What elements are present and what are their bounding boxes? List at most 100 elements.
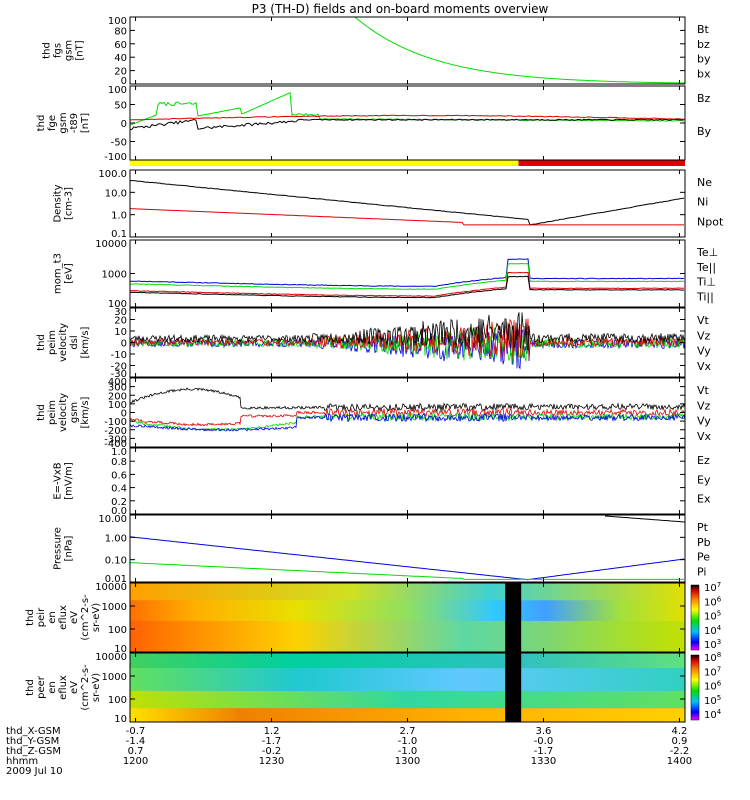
ephemeris-label: thd_Z-GSM [6, 746, 61, 757]
y-axis-label: eflux [58, 605, 69, 630]
y-tick-label: 1000 [102, 672, 127, 683]
ephemeris-value: -1.0 [398, 736, 418, 747]
ephemeris-value: -1.7 [534, 746, 554, 757]
fge-bt-line [129, 118, 685, 131]
legend-entry: bz [697, 38, 710, 51]
y-tick-label: 1.0 [111, 447, 127, 458]
panel-frame [129, 239, 686, 308]
gsm-vx-line [129, 412, 686, 432]
colorbar-label: 103 [704, 638, 721, 651]
y-tick-label: 100 [108, 85, 127, 96]
y-axis-label: en [47, 611, 58, 624]
legend-entry: Ti⊥ [696, 276, 716, 289]
data-gap [505, 583, 522, 652]
y-tick-label: 1000 [102, 602, 127, 613]
y-tick-label: -50 [111, 138, 127, 149]
ephemeris-value: 1300 [395, 756, 420, 767]
y-tick-label: 100 [108, 695, 127, 706]
y-tick-label: 10 [114, 327, 127, 338]
y-axis-label: eV [69, 681, 80, 694]
y-axis-label: sr-eV) [91, 603, 102, 632]
y-tick-label: 0 [121, 76, 127, 87]
y-tick-label: 0.2 [111, 497, 127, 508]
legend-entry: Te⊥ [696, 246, 718, 259]
y-axis-label: [cm-3] [64, 187, 75, 220]
pressure-pe-line [129, 562, 684, 580]
ephemeris-label: thd_Y-GSM [6, 736, 59, 747]
colorbar-label: 106 [704, 680, 722, 693]
spectrogram-band [130, 620, 685, 652]
y-tick-label: 0.1 [111, 229, 127, 240]
y-tick-label: 400 [108, 377, 127, 388]
y-tick-label: 200 [108, 391, 127, 402]
spectrogram-band [130, 708, 685, 722]
legend-entry: Ex [697, 493, 711, 506]
legend-entry: Vt [697, 384, 710, 397]
panel-frame [129, 514, 686, 583]
y-axis-label: (cm^2-s- [80, 664, 91, 711]
legend-entry: Vt [697, 314, 710, 327]
y-axis-label: thd [36, 404, 47, 421]
y-axis-label: peer [36, 675, 47, 699]
legend-entry: Te|| [696, 261, 716, 274]
y-axis-label: [km/s] [80, 326, 91, 358]
y-tick-label: -200 [104, 426, 127, 437]
panel-frame [129, 85, 686, 161]
legend-entry: Vz [697, 399, 711, 412]
colorbar-label: 104 [704, 708, 722, 721]
ephemeris-label: thd_X-GSM [6, 726, 61, 737]
legend-entry: Npot [697, 215, 724, 228]
fge-by-line [129, 91, 685, 126]
panel-frame [129, 16, 686, 85]
y-axis-label: [nPa] [64, 535, 75, 561]
y-tick-label: 0.01 [105, 574, 127, 585]
panel-frame [129, 169, 686, 238]
y-axis-label: peir [36, 607, 47, 627]
y-axis-label: [nT] [75, 40, 86, 60]
pressure-pi-line [129, 536, 685, 581]
spectrogram-band [130, 653, 685, 669]
y-axis-label: thd [25, 679, 36, 696]
temp-te-perp-line [129, 271, 685, 297]
ephemeris-label: hhmm [6, 756, 38, 767]
y-axis-label: E=-VxB [53, 462, 64, 499]
legend-entry: Vx [697, 360, 712, 373]
y-axis-label: fgs [53, 43, 64, 58]
legend-entry: Ez [697, 454, 710, 467]
pressure-pt-line [604, 515, 686, 523]
y-tick-label: 0.6 [111, 470, 127, 481]
colorbar-label: 107 [704, 581, 721, 594]
legend-entry: bx [697, 67, 711, 80]
ephemeris-value: 4.2 [671, 726, 687, 737]
y-tick-label: 1.0 [111, 211, 127, 222]
ephemeris-value: 1400 [667, 756, 692, 767]
y-axis-label: thd [42, 42, 53, 59]
y-tick-label: 100 [108, 299, 127, 310]
ephemeris-value: -1.7 [262, 736, 282, 747]
y-tick-label: 40 [114, 53, 127, 64]
y-tick-label: 10000 [95, 239, 127, 250]
y-tick-label: 0.8 [111, 457, 127, 468]
colorbar-label: 108 [704, 651, 721, 664]
y-tick-label: 10.0 [105, 188, 127, 199]
y-tick-label: -30 [111, 369, 127, 380]
y-tick-label: 60 [114, 40, 127, 51]
mode-bar-segment [518, 160, 685, 166]
y-tick-label: -10 [111, 350, 127, 361]
gsm-vt-line [129, 387, 686, 413]
y-axis-label: thd [36, 334, 47, 351]
y-tick-label: 10000 [95, 652, 127, 663]
y-axis-label: eflux [58, 675, 69, 700]
gsm-vy-line [129, 411, 686, 432]
y-tick-label: 20 [114, 316, 127, 327]
y-tick-label: 100 [108, 400, 127, 411]
spectrogram-band [130, 668, 685, 691]
ephemeris-value: 2.7 [400, 726, 416, 737]
y-axis-label: en [47, 681, 58, 694]
legend-entry: Pi [697, 565, 706, 578]
y-tick-label: 20 [114, 67, 127, 78]
legend-entry: Pb [697, 536, 711, 549]
legend-entry: Vy [697, 345, 711, 358]
ephemeris-value: -1.4 [126, 736, 146, 747]
